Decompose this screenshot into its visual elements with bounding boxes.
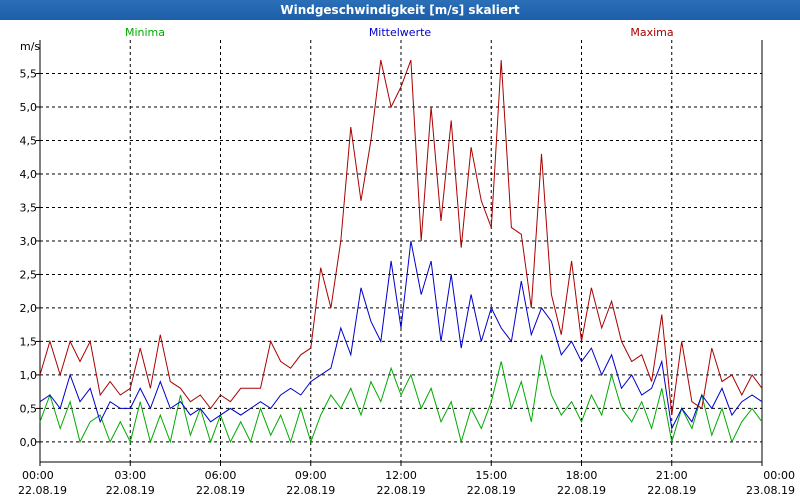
x-tick-time-8: 00:00 [763, 469, 795, 482]
x-tick-date-2: 22.08.19 [196, 484, 245, 497]
x-tick-time-5: 15:00 [475, 469, 507, 482]
x-tick-date-4: 22.08.19 [377, 484, 426, 497]
y-tick-label-6: 3,0 [20, 235, 38, 248]
x-tick-date-0: 22.08.19 [18, 484, 67, 497]
y-tick-label-5: 2,5 [20, 268, 38, 281]
x-axis-ticks: 00:00 22.08.19 03:00 22.08.19 06:00 22.08.19 0… [18, 462, 795, 497]
legend-mittelwerte: Mittelwerte [369, 26, 432, 39]
legend-maxima: Maxima [630, 26, 673, 39]
y-axis-ticks: 0,0 0,5 1,0 1,5 2,0 2,5 3,0 3,5 4,0 4,5 5,0 5,5 [20, 67, 40, 449]
x-tick-time-4: 12:00 [385, 469, 417, 482]
x-tick-date-8: 23.08.19 [746, 484, 795, 497]
wind-speed-chart: 0,0 0,5 1,0 1,5 2,0 2,5 3,0 3,5 4,0 4,5 5,0 5,5 00:… [0, 20, 800, 500]
y-tick-label-0: 0,0 [20, 436, 38, 449]
x-tick-date-7: 22.08.19 [647, 484, 696, 497]
series-line-mittelwerte [39, 240, 763, 431]
series-lines [39, 59, 763, 444]
x-tick-date-1: 22.08.19 [106, 484, 155, 497]
x-tick-time-6: 18:00 [566, 469, 598, 482]
x-tick-time-0: 00:00 [22, 469, 54, 482]
x-tick-date-3: 22.08.19 [286, 484, 335, 497]
plot-background [0, 20, 800, 500]
y-tick-label-2: 1,0 [20, 369, 38, 382]
y-tick-label-9: 4,5 [20, 134, 38, 147]
y-tick-label-11: 5,5 [20, 67, 38, 80]
grid-lines [39, 40, 763, 462]
y-tick-label-10: 5,0 [20, 101, 38, 114]
x-tick-time-3: 09:00 [295, 469, 327, 482]
y-tick-label-8: 4,0 [20, 168, 38, 181]
y-tick-label-4: 2,0 [20, 302, 38, 315]
legend-minima: Minima [125, 26, 165, 39]
y-tick-label-7: 3,5 [20, 201, 38, 214]
series-line-minima [39, 354, 763, 444]
series-line-maxima [39, 59, 763, 416]
y-tick-label-3: 1,5 [20, 335, 38, 348]
x-tick-time-2: 06:00 [205, 469, 237, 482]
x-tick-time-1: 03:00 [114, 469, 146, 482]
x-tick-date-5: 22.08.19 [467, 484, 516, 497]
y-axis-label: m/s [20, 40, 40, 53]
x-tick-time-7: 21:00 [656, 469, 688, 482]
y-tick-label-1: 0,5 [20, 402, 38, 415]
x-tick-date-6: 22.08.19 [557, 484, 606, 497]
window-title: Windgeschwindigkeit [m/s] skaliert [0, 0, 800, 20]
